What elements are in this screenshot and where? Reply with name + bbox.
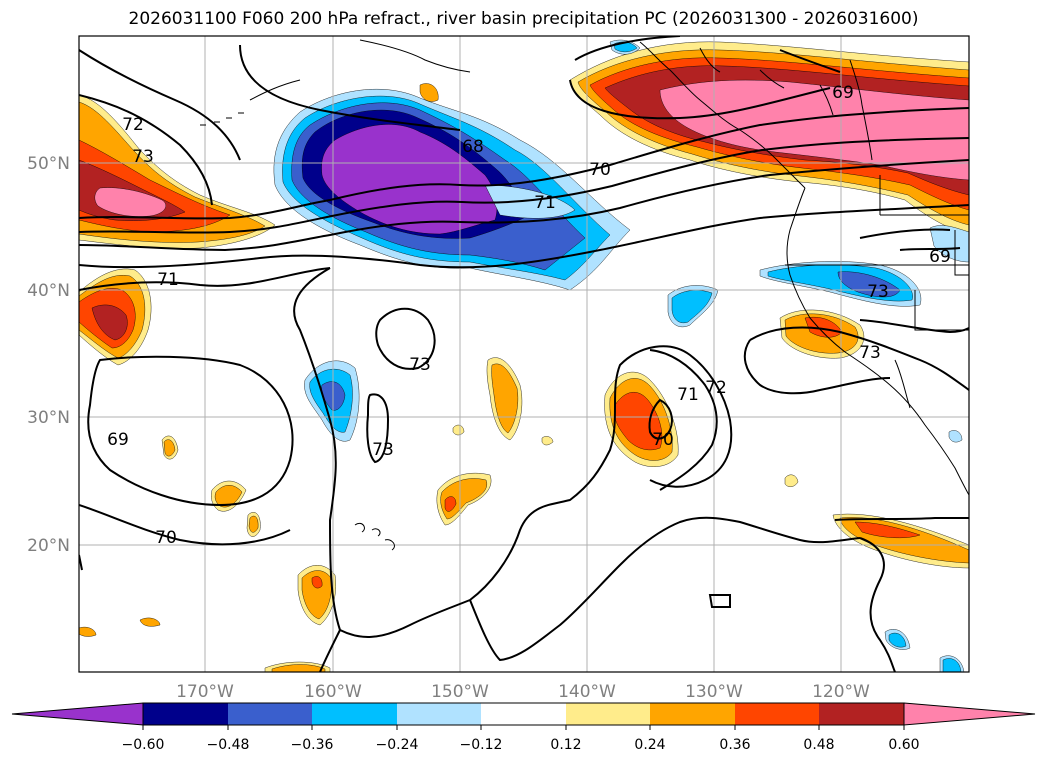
colorbar-label: 0.48 xyxy=(803,737,834,753)
colorbar-segment xyxy=(819,703,904,725)
lat-tick-label: 20°N xyxy=(27,536,70,556)
contour-label: 73 xyxy=(372,440,394,460)
colorbar-label: −0.24 xyxy=(376,737,419,753)
refractivity-contours xyxy=(79,36,969,672)
figure-title: 2026031100 F060 200 hPa refract., river … xyxy=(128,9,919,29)
lon-tick-label: 170°W xyxy=(176,682,234,702)
contour-label: 72 xyxy=(705,378,727,398)
lat-tick-label: 40°N xyxy=(27,281,70,301)
colorbar-label: 0.24 xyxy=(634,737,665,753)
colorbar-label: −0.60 xyxy=(122,737,165,753)
coastlines xyxy=(200,39,969,551)
contour-label: 71 xyxy=(534,193,556,213)
lon-tick-label: 150°W xyxy=(431,682,489,702)
colorbar-segment xyxy=(228,703,312,725)
colorbar-label: 0.60 xyxy=(888,737,919,753)
lon-tick-label: 120°W xyxy=(812,682,870,702)
small-anomaly-features xyxy=(79,39,969,672)
contour-label: 73 xyxy=(867,282,889,302)
colorbar-label: −0.48 xyxy=(207,737,250,753)
lon-tick-label: 140°W xyxy=(558,682,616,702)
contour-label: 71 xyxy=(157,270,179,290)
colorbar-extend-low xyxy=(11,702,144,726)
contour-label: 68 xyxy=(462,137,484,157)
lat-tick-label: 50°N xyxy=(27,154,70,174)
positive-anomaly-pacific-northwest xyxy=(569,41,969,236)
colorbar-label: 0.36 xyxy=(719,737,750,753)
colorbar-label: −0.12 xyxy=(460,737,503,753)
colorbar-extend-high xyxy=(903,702,1036,726)
lon-tick-labels: 170°W 160°W 150°W 140°W 130°W 120°W xyxy=(176,682,870,702)
lon-tick-label: 130°W xyxy=(685,682,743,702)
lon-tick-label: 160°W xyxy=(304,682,362,702)
colorbar-segment xyxy=(397,703,481,725)
contour-label: 73 xyxy=(859,343,881,363)
contour-label: 70 xyxy=(155,528,177,548)
lat-tick-labels: 50°N 40°N 30°N 20°N xyxy=(27,154,70,556)
contour-label: 72 xyxy=(122,115,144,135)
map-area: 72 73 68 70 71 69 71 73 73 73 69 70 71 7… xyxy=(79,36,969,672)
positive-anomaly-west-40n xyxy=(79,268,152,366)
colorbar-segment xyxy=(143,703,228,725)
contour-label: 70 xyxy=(652,430,674,450)
colorbar-segment xyxy=(481,703,566,725)
contour-label: 69 xyxy=(832,83,854,103)
colorbar-segment xyxy=(650,703,735,725)
colorbar-label: 0.12 xyxy=(550,737,581,753)
contour-label: 69 xyxy=(929,247,951,267)
colorbar-segment xyxy=(312,703,397,725)
contour-label: 73 xyxy=(409,355,431,375)
lat-tick-label: 30°N xyxy=(27,408,70,428)
colorbar: −0.60 −0.48 −0.36 −0.24 −0.12 0.12 0.24 … xyxy=(11,702,1036,753)
colorbar-label: −0.36 xyxy=(291,737,334,753)
contour-label: 70 xyxy=(589,160,611,180)
contour-label: 69 xyxy=(107,430,129,450)
map-frame xyxy=(78,35,970,673)
contour-label: 73 xyxy=(132,147,154,167)
contour-label-group: 72 73 68 70 71 69 71 73 73 73 69 70 71 7… xyxy=(107,83,951,548)
colorbar-segment xyxy=(566,703,650,725)
contour-label: 71 xyxy=(677,385,699,405)
colorbar-segment xyxy=(735,703,819,725)
